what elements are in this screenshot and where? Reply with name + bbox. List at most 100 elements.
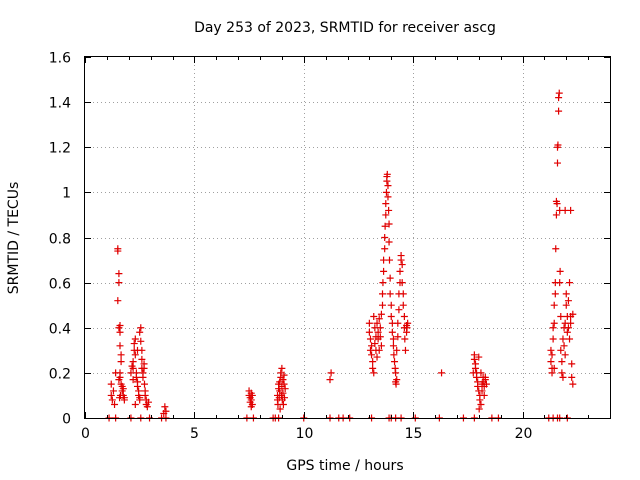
data-point [394, 333, 402, 341]
data-point [161, 403, 169, 411]
data-point [383, 170, 391, 178]
data-points [105, 89, 577, 422]
data-point [382, 200, 390, 208]
x-tick-label: 10 [296, 426, 314, 442]
data-point [438, 369, 446, 377]
data-point [281, 385, 289, 393]
data-point [248, 391, 256, 399]
data-point [476, 396, 484, 404]
data-point [276, 405, 284, 413]
data-point [114, 297, 122, 305]
data-point [382, 188, 390, 196]
data-point [141, 380, 148, 388]
data-point [109, 387, 117, 395]
data-point [371, 340, 379, 348]
data-point [401, 335, 409, 343]
data-point [557, 346, 565, 354]
data-point [477, 369, 485, 377]
y-tick-label: 0.2 [49, 367, 71, 383]
data-point [550, 319, 558, 327]
data-point [366, 335, 374, 343]
data-point [549, 324, 557, 332]
data-point [394, 319, 402, 327]
data-point [390, 351, 398, 359]
data-point [389, 335, 397, 343]
data-point [375, 315, 383, 323]
data-point [115, 376, 123, 384]
x-tick-label: 5 [190, 426, 199, 442]
data-point [136, 328, 144, 336]
data-point [566, 279, 574, 287]
data-point [548, 351, 556, 359]
data-point [562, 290, 570, 298]
data-point [375, 346, 383, 354]
data-point [385, 220, 393, 228]
tick-labels: 0 5 10 15 20 0 0.2 0.4 0.6 0.8 1 1.2 1.4 1.6 [49, 51, 533, 443]
data-point [475, 353, 483, 361]
data-point [376, 333, 384, 341]
data-point [560, 342, 568, 350]
data-point [381, 245, 389, 253]
data-point [551, 290, 559, 298]
data-point [547, 346, 555, 354]
data-point [327, 369, 335, 377]
data-point [384, 182, 392, 190]
data-point [481, 376, 489, 384]
data-point [562, 301, 570, 309]
data-point [370, 369, 378, 377]
data-point [569, 310, 577, 318]
data-point [401, 346, 409, 354]
data-point [387, 312, 395, 320]
data-point [369, 364, 377, 372]
plot-frame [84, 56, 611, 419]
y-tick-label: 1 [62, 186, 71, 202]
grid [85, 57, 610, 418]
data-point [131, 400, 139, 408]
data-point [107, 380, 115, 388]
data-point [569, 380, 577, 388]
data-point [117, 358, 125, 366]
data-point [370, 312, 378, 320]
data-point [365, 328, 373, 336]
y-tick-label: 1.6 [49, 51, 71, 67]
data-point [111, 400, 119, 408]
data-point [365, 319, 373, 327]
data-point [143, 403, 151, 411]
y-tick-label: 1.4 [49, 96, 71, 112]
data-point [561, 351, 569, 359]
data-point [475, 405, 483, 413]
data-point [482, 380, 490, 388]
data-point [130, 340, 138, 348]
data-point [384, 193, 392, 201]
data-point [568, 360, 576, 368]
data-point [564, 324, 572, 332]
data-point [471, 364, 479, 372]
data-point [144, 398, 152, 406]
data-point [116, 342, 124, 350]
data-point [137, 324, 145, 332]
data-point [379, 279, 387, 287]
data-point [373, 319, 381, 327]
data-point [555, 107, 563, 115]
data-point [114, 247, 122, 255]
data-point [115, 270, 123, 278]
data-point [386, 274, 394, 282]
data-point [567, 319, 575, 327]
data-point [129, 358, 137, 366]
data-point [474, 382, 482, 390]
data-point [404, 319, 412, 327]
data-point [137, 337, 145, 345]
data-point [136, 394, 144, 402]
data-point [116, 391, 124, 399]
data-point [399, 290, 407, 298]
y-tick-label: 1.2 [49, 141, 71, 157]
y-axis-title: SRMTID / TECUs [6, 182, 22, 295]
x-tick-label: 20 [515, 426, 533, 442]
data-point [377, 310, 385, 318]
data-point [279, 376, 287, 384]
data-point [547, 358, 555, 366]
data-point [107, 391, 115, 399]
data-point [379, 290, 386, 298]
